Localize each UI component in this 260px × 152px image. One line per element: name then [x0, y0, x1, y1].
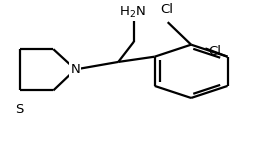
Text: Cl: Cl [208, 45, 221, 58]
Text: S: S [15, 104, 24, 116]
Text: N: N [70, 63, 80, 76]
Text: Cl: Cl [160, 3, 173, 16]
Text: H$_2$N: H$_2$N [119, 5, 146, 20]
